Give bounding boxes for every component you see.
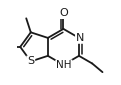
Text: NH: NH bbox=[56, 60, 72, 70]
Text: N: N bbox=[76, 33, 84, 43]
Text: S: S bbox=[27, 56, 34, 66]
Text: O: O bbox=[59, 8, 68, 18]
